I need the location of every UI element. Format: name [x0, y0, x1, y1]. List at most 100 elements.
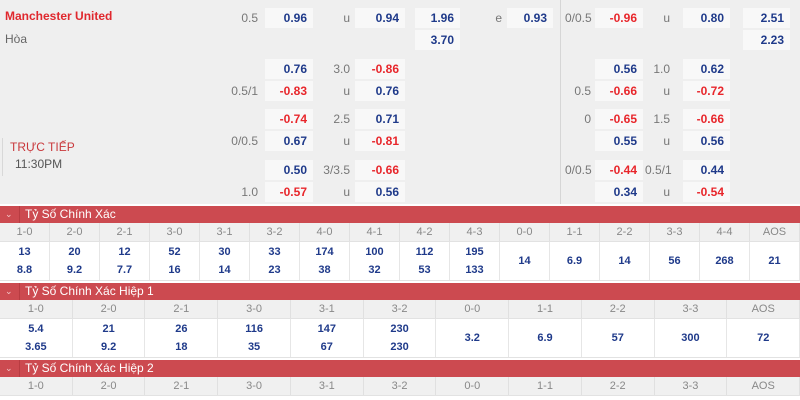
score-odds-cell[interactable]: 6.9	[550, 242, 600, 280]
odds-cell[interactable]: 0.55	[595, 131, 643, 151]
section-header[interactable]: ⌄ Tỷ Số Chính Xác	[0, 206, 800, 223]
odds-value[interactable]: 9.2	[100, 341, 117, 353]
odds-value[interactable]: 16	[168, 264, 181, 276]
odds-value[interactable]: 33	[268, 246, 281, 258]
section-header[interactable]: ⌄ Tỷ Số Chính Xác Hiệp 1	[0, 283, 800, 300]
odds-cell[interactable]: 1.96	[415, 8, 460, 28]
score-odds-cell[interactable]: 21	[750, 242, 800, 280]
odds-value[interactable]: 56	[668, 255, 681, 267]
odds-value[interactable]: 57	[611, 332, 624, 344]
score-odds-cell[interactable]: 174 38	[300, 242, 350, 280]
odds-value[interactable]: 6.9	[566, 255, 583, 267]
odds-value[interactable]: 5.4	[28, 323, 44, 335]
odds-value[interactable]: 53	[418, 264, 431, 276]
odds-value[interactable]: 67	[320, 341, 333, 353]
odds-cell[interactable]: 0.67	[265, 131, 313, 151]
odds-value[interactable]: 230	[390, 323, 409, 335]
odds-cell[interactable]: 0.62	[683, 59, 730, 79]
score-odds-cell[interactable]: 12 7.7	[100, 242, 150, 280]
odds-cell[interactable]: -0.44	[595, 160, 643, 180]
score-odds-cell[interactable]: 52 16	[150, 242, 200, 280]
score-odds-cell[interactable]: 14	[600, 242, 650, 280]
score-odds-cell[interactable]: 300	[655, 319, 728, 357]
odds-value[interactable]: 52	[168, 246, 181, 258]
odds-value[interactable]: 14	[618, 255, 631, 267]
score-odds-cell[interactable]: 13 8.8	[0, 242, 50, 280]
score-odds-cell[interactable]: 20 9.2	[50, 242, 100, 280]
odds-cell[interactable]: -0.74	[265, 109, 313, 129]
odds-cell[interactable]: 0.80	[683, 8, 730, 28]
odds-cell[interactable]: 2.23	[743, 30, 790, 50]
odds-cell[interactable]: -0.86	[355, 59, 405, 79]
score-odds-cell[interactable]: 30 14	[200, 242, 250, 280]
odds-cell[interactable]: 0.44	[683, 160, 730, 180]
odds-cell[interactable]: -0.96	[595, 8, 643, 28]
score-odds-cell[interactable]: 21 9.2	[73, 319, 146, 357]
score-odds-cell[interactable]: 6.9	[509, 319, 582, 357]
score-odds-cell[interactable]: 112 53	[400, 242, 450, 280]
odds-cell[interactable]: 0.76	[355, 81, 405, 101]
odds-value[interactable]: 195	[465, 246, 484, 258]
odds-value[interactable]: 72	[757, 332, 770, 344]
odds-value[interactable]: 133	[465, 264, 484, 276]
score-odds-cell[interactable]: 116 35	[218, 319, 291, 357]
score-odds-cell[interactable]: 14	[500, 242, 550, 280]
score-odds-cell[interactable]: 26 18	[145, 319, 219, 357]
odds-value[interactable]: 14	[518, 255, 531, 267]
odds-cell[interactable]: 0.50	[265, 160, 313, 180]
odds-value[interactable]: 230	[390, 341, 409, 353]
section-header[interactable]: ⌄ Tỷ Số Chính Xác Hiệp 2	[0, 360, 800, 377]
score-odds-cell[interactable]: 268	[700, 242, 750, 280]
odds-value[interactable]: 14	[218, 264, 231, 276]
odds-cell[interactable]: -0.83	[265, 81, 313, 101]
odds-value[interactable]: 26	[175, 323, 188, 335]
odds-value[interactable]: 23	[268, 264, 281, 276]
odds-cell[interactable]: 0.56	[355, 182, 405, 202]
odds-cell[interactable]: 0.93	[507, 8, 553, 28]
odds-value[interactable]: 21	[102, 323, 115, 335]
odds-value[interactable]: 30	[218, 246, 231, 258]
odds-value[interactable]: 38	[318, 264, 331, 276]
score-odds-cell[interactable]: 3.2	[436, 319, 510, 357]
odds-value[interactable]: 8.8	[16, 264, 33, 276]
odds-value[interactable]: 100	[365, 246, 384, 258]
odds-value[interactable]: 268	[715, 255, 734, 267]
odds-value[interactable]: 6.9	[537, 332, 553, 344]
chevron-down-icon[interactable]: ⌄	[5, 286, 13, 296]
odds-cell[interactable]: -0.81	[355, 131, 405, 151]
score-odds-cell[interactable]: 5.4 3.65	[0, 319, 73, 357]
score-odds-cell[interactable]: 33 23	[250, 242, 300, 280]
chevron-down-icon[interactable]: ⌄	[5, 363, 13, 373]
odds-value[interactable]: 3.65	[25, 341, 47, 353]
odds-value[interactable]: 116	[245, 323, 263, 335]
odds-cell[interactable]: -0.66	[683, 109, 730, 129]
odds-cell[interactable]: 0.94	[355, 8, 405, 28]
odds-cell[interactable]: 0.71	[355, 109, 405, 129]
odds-cell[interactable]: -0.66	[595, 81, 643, 101]
score-odds-cell[interactable]: 147 67	[291, 319, 364, 357]
odds-cell[interactable]: 0.56	[683, 131, 730, 151]
odds-value[interactable]: 174	[315, 246, 334, 258]
score-odds-cell[interactable]: 72	[727, 319, 800, 357]
home-team-name[interactable]: Manchester United	[5, 9, 113, 23]
score-odds-cell[interactable]: 57	[582, 319, 655, 357]
chevron-down-icon[interactable]: ⌄	[5, 209, 13, 219]
odds-value[interactable]: 32	[368, 264, 381, 276]
odds-cell[interactable]: 0.56	[595, 59, 643, 79]
odds-value[interactable]: 20	[68, 246, 81, 258]
odds-cell[interactable]: -0.54	[683, 182, 730, 202]
odds-cell[interactable]: 0.34	[595, 182, 643, 202]
odds-cell[interactable]: -0.66	[355, 160, 405, 180]
odds-cell[interactable]: 0.76	[265, 59, 313, 79]
odds-value[interactable]: 300	[681, 332, 700, 344]
score-odds-cell[interactable]: 195 133	[450, 242, 500, 280]
odds-cell[interactable]: 0.96	[265, 8, 313, 28]
odds-value[interactable]: 35	[247, 341, 261, 353]
odds-value[interactable]: 21	[768, 255, 781, 267]
odds-value[interactable]: 13	[18, 246, 31, 258]
score-odds-cell[interactable]: 230 230	[364, 319, 437, 357]
odds-value[interactable]: 112	[415, 246, 434, 258]
odds-value[interactable]: 3.2	[464, 332, 480, 344]
odds-value[interactable]: 147	[317, 323, 336, 335]
score-odds-cell[interactable]: 56	[650, 242, 700, 280]
